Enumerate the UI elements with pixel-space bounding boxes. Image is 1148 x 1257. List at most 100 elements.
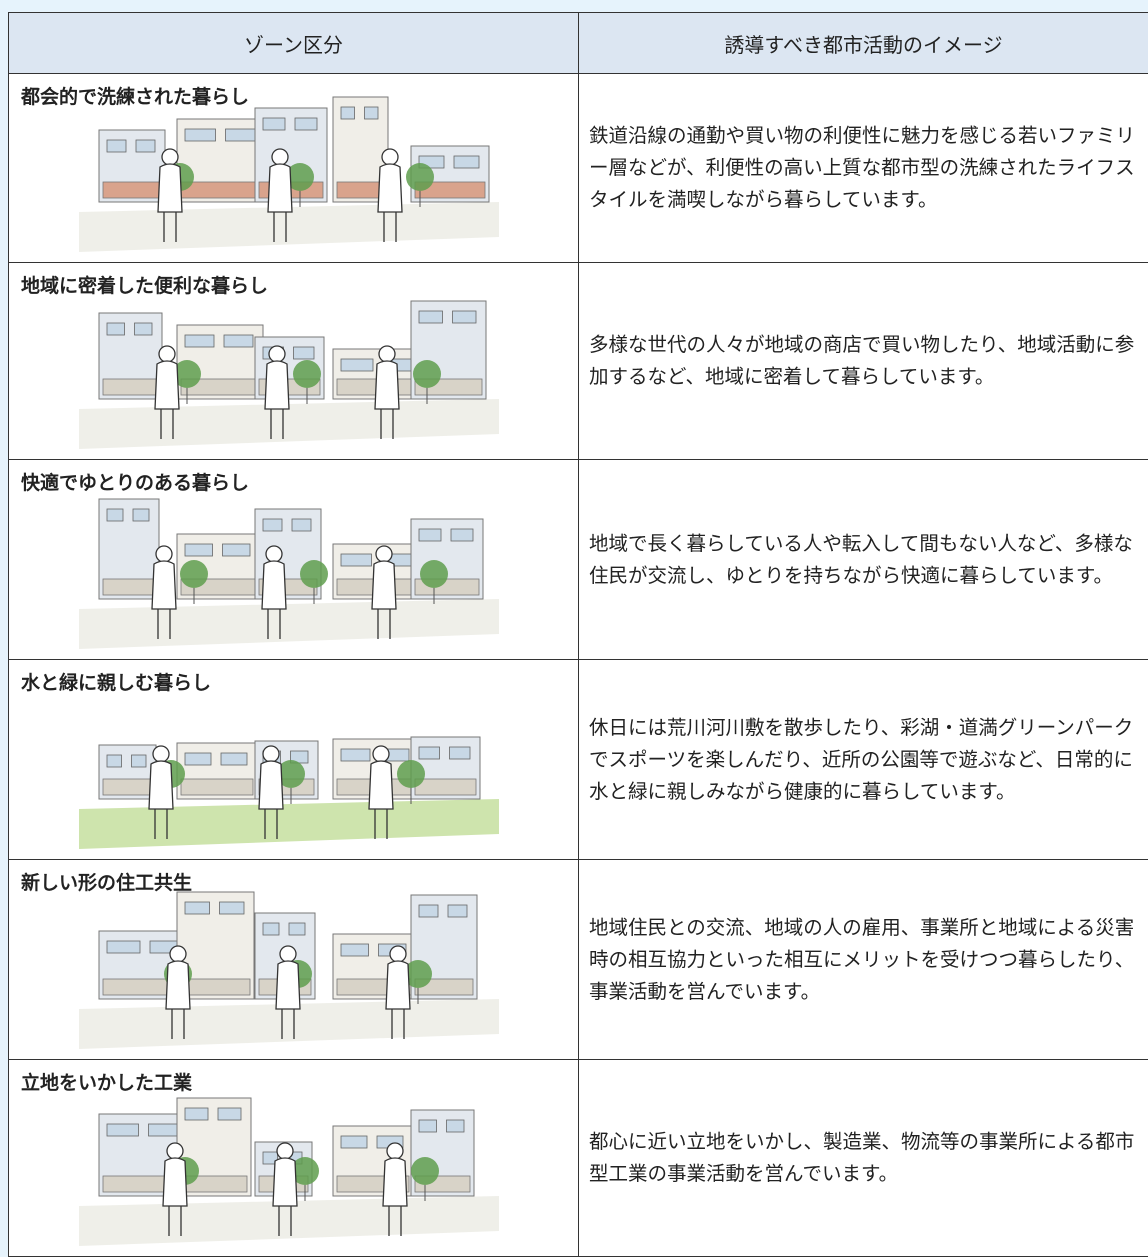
tree bbox=[420, 560, 448, 588]
person-head bbox=[158, 345, 176, 363]
window bbox=[262, 117, 286, 131]
tree bbox=[173, 360, 201, 388]
illustration bbox=[79, 1097, 499, 1246]
zone-cell: 都会的で洗練された暮らし bbox=[8, 73, 579, 263]
window bbox=[217, 1107, 242, 1121]
zone-title: 快適でゆとりのある暮らし bbox=[21, 472, 250, 494]
window bbox=[106, 139, 127, 153]
window bbox=[148, 1123, 181, 1137]
tree bbox=[397, 760, 425, 788]
person-body bbox=[157, 163, 183, 242]
window bbox=[106, 1123, 139, 1137]
ground bbox=[79, 399, 499, 449]
window bbox=[135, 139, 156, 153]
person-head bbox=[169, 945, 187, 963]
person-head bbox=[166, 1142, 184, 1160]
person-body bbox=[382, 1157, 408, 1236]
zone-title: 都会的で洗練された暮らし bbox=[21, 86, 250, 108]
window bbox=[340, 553, 372, 567]
table-row: 都会的で洗練された暮らし 鉄道沿線の通勤や買い物の利便性に魅力を感じる若いファミリ… bbox=[8, 73, 1148, 263]
illustration bbox=[79, 300, 499, 449]
ground bbox=[79, 599, 499, 649]
tree bbox=[286, 163, 314, 191]
person-head bbox=[155, 545, 173, 563]
window bbox=[262, 1151, 278, 1165]
person-body bbox=[258, 760, 284, 839]
window bbox=[452, 310, 477, 324]
header-cell: 誘導すべき都市活動のイメージ bbox=[578, 12, 1148, 74]
person-head bbox=[152, 745, 170, 763]
person-head bbox=[381, 148, 399, 166]
illustration bbox=[79, 498, 499, 649]
zone-cell: 立地をいかした工業 bbox=[8, 1059, 579, 1257]
ground bbox=[79, 202, 499, 252]
table-row: 水と緑に親しむ暮らし 休日には荒川河川敷を散歩したり、彩湖・道満グリーンパークでス… bbox=[8, 659, 1148, 860]
window bbox=[220, 752, 248, 766]
window bbox=[106, 754, 122, 768]
person-body bbox=[368, 760, 394, 839]
tree bbox=[411, 1157, 439, 1185]
illustration bbox=[79, 736, 499, 849]
window bbox=[449, 746, 471, 760]
person-body bbox=[275, 960, 301, 1039]
window bbox=[222, 543, 251, 557]
window bbox=[131, 754, 147, 768]
description-cell: 鉄道沿線の通勤や買い物の利便性に魅力を感じる若いファミリー層などが、利便性の高い… bbox=[578, 73, 1148, 263]
description-cell: 多様な世代の人々が地域の商店で買い物したり、地域活動に参加するなど、地域に密着し… bbox=[578, 262, 1148, 460]
table-row: 快適でゆとりのある暮らし 地域で長く暮らしている人や転入して間もない人など、多様な… bbox=[8, 459, 1148, 660]
person-body bbox=[374, 360, 400, 439]
window bbox=[184, 128, 216, 142]
person-head bbox=[386, 1142, 404, 1160]
person-head bbox=[378, 345, 396, 363]
window bbox=[293, 346, 315, 360]
window bbox=[450, 528, 474, 542]
window bbox=[294, 117, 318, 131]
window bbox=[262, 922, 280, 936]
person-body bbox=[261, 560, 287, 639]
ground bbox=[79, 799, 499, 849]
ground bbox=[79, 1196, 499, 1246]
tree bbox=[277, 760, 305, 788]
person-body bbox=[272, 1157, 298, 1236]
person-body bbox=[162, 1157, 188, 1236]
tree bbox=[291, 1157, 319, 1185]
person-body bbox=[148, 760, 174, 839]
zone-cell: 新しい形の住工共生 bbox=[8, 859, 579, 1060]
tree bbox=[293, 360, 321, 388]
shop bbox=[102, 378, 159, 396]
person-body bbox=[267, 163, 293, 242]
table-row: 立地をいかした工業 都心に近い立地をいかし、製造業、物流等の事業所による都市型工業… bbox=[8, 1059, 1148, 1257]
window bbox=[418, 904, 439, 918]
description-cell: 都心に近い立地をいかし、製造業、物流等の事業所による都市型工業の事業活動を営んで… bbox=[578, 1059, 1148, 1257]
zone-cell: 地域に密着した便利な暮らし bbox=[8, 262, 579, 460]
table-row: 地域に密着した便利な暮らし 多様な世代の人々が地域の商店で買い物したり、地域活動に… bbox=[8, 262, 1148, 460]
table-wrap: ゾーン区分 誘導すべき都市活動のイメージ 都会的で洗練された暮らし 鉄道沿線の通勤… bbox=[8, 12, 1148, 1257]
description-cell: 地域で長く暮らしている人や転入して間もない人など、多様な住民が交流し、ゆとりを持… bbox=[578, 459, 1148, 660]
description-cell: 地域住民との交流、地域の人の雇用、事業所と地域による災害時の相互協力といった相互… bbox=[578, 859, 1148, 1060]
shop bbox=[102, 181, 162, 199]
tree bbox=[180, 560, 208, 588]
table-row: 新しい形の住工共生 地域住民との交流、地域の人の雇用、事業所と地域による災害時の相… bbox=[8, 859, 1148, 1060]
shop bbox=[102, 578, 156, 596]
window bbox=[446, 1119, 465, 1133]
window bbox=[418, 746, 440, 760]
table-body: 都会的で洗練された暮らし 鉄道沿線の通勤や買い物の利便性に魅力を感じる若いファミリ… bbox=[8, 73, 1148, 1257]
window bbox=[340, 358, 374, 372]
zone-cell: 水と緑に親しむ暮らし bbox=[8, 659, 579, 860]
person-body bbox=[151, 560, 177, 639]
window bbox=[184, 543, 213, 557]
person-body bbox=[371, 560, 397, 639]
shop bbox=[336, 181, 385, 199]
shop bbox=[414, 778, 477, 796]
person-body bbox=[377, 163, 403, 242]
window bbox=[340, 748, 371, 762]
person-head bbox=[279, 945, 297, 963]
zone-title: 地域に密着した便利な暮らし bbox=[21, 275, 269, 297]
shop bbox=[180, 978, 251, 996]
person-head bbox=[389, 945, 407, 963]
person-body bbox=[165, 960, 191, 1039]
zone-title: 立地をいかした工業 bbox=[21, 1072, 193, 1094]
tree bbox=[300, 560, 328, 588]
header-row: ゾーン区分 誘導すべき都市活動のイメージ bbox=[8, 12, 1148, 74]
